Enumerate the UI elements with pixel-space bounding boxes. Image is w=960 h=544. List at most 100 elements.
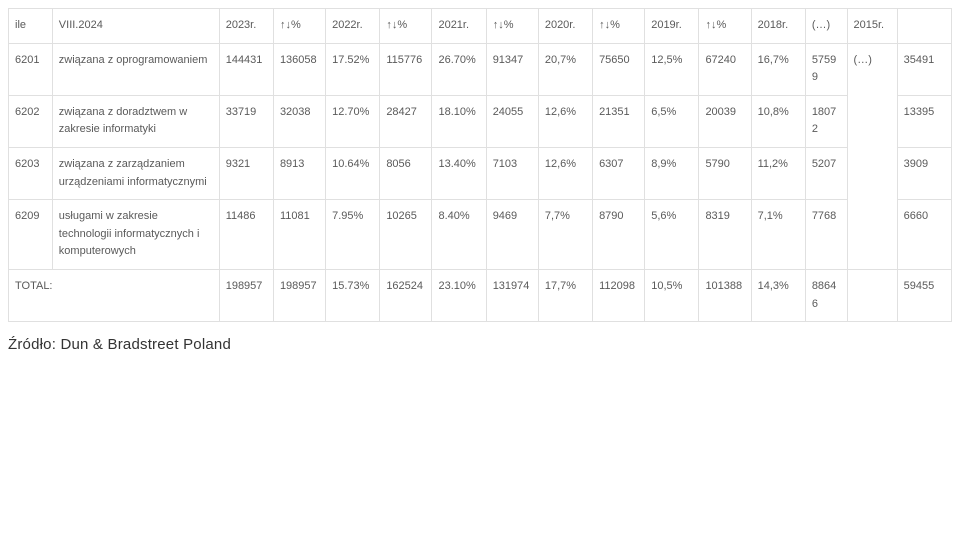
value-cell: 112098	[593, 269, 645, 321]
code-cell: 6203	[9, 147, 53, 199]
value-cell: 115776	[380, 43, 432, 95]
value-cell: 24055	[486, 95, 538, 147]
pct-cell: 20,7%	[538, 43, 592, 95]
value-cell: 144431	[219, 43, 273, 95]
table-row: 6209 usługami w zakresie technologii inf…	[9, 200, 952, 270]
value-cell: 57599	[805, 43, 847, 95]
value-cell: 5207	[805, 147, 847, 199]
col-header: VIII.2024	[52, 9, 219, 44]
value-cell: 21351	[593, 95, 645, 147]
pct-cell: 15.73%	[326, 269, 380, 321]
pct-cell: 10,5%	[645, 269, 699, 321]
pct-cell: 11,2%	[751, 147, 805, 199]
col-header: ↑↓%	[380, 9, 432, 44]
col-header: ile	[9, 9, 53, 44]
table-row: 6202 związana z doradztwem w zakresie in…	[9, 95, 952, 147]
value-cell: 3909	[897, 147, 951, 199]
value-cell: 18072	[805, 95, 847, 147]
table-header-row: ile VIII.2024 2023r. ↑↓% 2022r. ↑↓% 2021…	[9, 9, 952, 44]
value-cell: 13395	[897, 95, 951, 147]
pct-cell: 12,5%	[645, 43, 699, 95]
desc-cell: związana z oprogramowaniem	[52, 43, 219, 95]
pct-cell: 26.70%	[432, 43, 486, 95]
pct-cell: 17.52%	[326, 43, 380, 95]
value-cell: 11486	[219, 200, 273, 270]
table-row: 6201 związana z oprogramowaniem 144431 1…	[9, 43, 952, 95]
value-cell: 5790	[699, 147, 751, 199]
pct-cell: 16,7%	[751, 43, 805, 95]
value-cell: 9469	[486, 200, 538, 270]
value-cell: 10265	[380, 200, 432, 270]
pct-cell: 6,5%	[645, 95, 699, 147]
table-total-row: TOTAL: 198957 198957 15.73% 162524 23.10…	[9, 269, 952, 321]
data-table: ile VIII.2024 2023r. ↑↓% 2022r. ↑↓% 2021…	[8, 8, 952, 322]
value-cell: 32038	[273, 95, 325, 147]
col-header: 2015r.	[847, 9, 897, 44]
pct-cell: 14,3%	[751, 269, 805, 321]
col-header: 2022r.	[326, 9, 380, 44]
value-cell: 162524	[380, 269, 432, 321]
value-cell: 8913	[273, 147, 325, 199]
col-header: ↑↓%	[273, 9, 325, 44]
value-cell: 28427	[380, 95, 432, 147]
pct-cell: 8,9%	[645, 147, 699, 199]
pct-cell: 10.64%	[326, 147, 380, 199]
value-cell: 35491	[897, 43, 951, 95]
pct-cell: 12,6%	[538, 95, 592, 147]
code-cell: 6201	[9, 43, 53, 95]
desc-cell: usługami w zakresie technologii informat…	[52, 200, 219, 270]
pct-cell: 7.95%	[326, 200, 380, 270]
code-cell: 6209	[9, 200, 53, 270]
ellipsis-cell: (…)	[847, 43, 897, 269]
value-cell: 9321	[219, 147, 273, 199]
col-header: 2020r.	[538, 9, 592, 44]
value-cell: 88646	[805, 269, 847, 321]
source-text: Źródło: Dun & Bradstreet Poland	[8, 336, 952, 353]
desc-cell: związana z doradztwem w zakresie informa…	[52, 95, 219, 147]
col-header: 2023r.	[219, 9, 273, 44]
pct-cell: 10,8%	[751, 95, 805, 147]
value-cell: 8790	[593, 200, 645, 270]
value-cell: 8056	[380, 147, 432, 199]
col-header: ↑↓%	[593, 9, 645, 44]
col-header: 2018r.	[751, 9, 805, 44]
pct-cell: 5,6%	[645, 200, 699, 270]
value-cell: 8319	[699, 200, 751, 270]
value-cell: 7768	[805, 200, 847, 270]
desc-cell: związana z zarządzaniem urządzeniami inf…	[52, 147, 219, 199]
pct-cell: 7,1%	[751, 200, 805, 270]
value-cell: 59455	[897, 269, 951, 321]
value-cell: 67240	[699, 43, 751, 95]
code-cell: 6202	[9, 95, 53, 147]
value-cell: 131974	[486, 269, 538, 321]
value-cell: 20039	[699, 95, 751, 147]
table-row: 6203 związana z zarządzaniem urządzeniam…	[9, 147, 952, 199]
col-header: ↑↓%	[486, 9, 538, 44]
col-header: 2019r.	[645, 9, 699, 44]
value-cell: 101388	[699, 269, 751, 321]
pct-cell: 8.40%	[432, 200, 486, 270]
pct-cell: 13.40%	[432, 147, 486, 199]
value-cell: 6660	[897, 200, 951, 270]
col-header: (…)	[805, 9, 847, 44]
col-header	[897, 9, 951, 44]
pct-cell: 23.10%	[432, 269, 486, 321]
value-cell: 91347	[486, 43, 538, 95]
value-cell: 33719	[219, 95, 273, 147]
value-cell: 75650	[593, 43, 645, 95]
value-cell: 198957	[219, 269, 273, 321]
value-cell: 6307	[593, 147, 645, 199]
value-cell: 7103	[486, 147, 538, 199]
value-cell: 11081	[273, 200, 325, 270]
total-label-cell: TOTAL:	[9, 269, 220, 321]
col-header: 2021r.	[432, 9, 486, 44]
value-cell: 136058	[273, 43, 325, 95]
pct-cell: 18.10%	[432, 95, 486, 147]
ellipsis-cell	[847, 269, 897, 321]
pct-cell: 7,7%	[538, 200, 592, 270]
pct-cell: 12.70%	[326, 95, 380, 147]
pct-cell: 17,7%	[538, 269, 592, 321]
col-header: ↑↓%	[699, 9, 751, 44]
value-cell: 198957	[273, 269, 325, 321]
pct-cell: 12,6%	[538, 147, 592, 199]
